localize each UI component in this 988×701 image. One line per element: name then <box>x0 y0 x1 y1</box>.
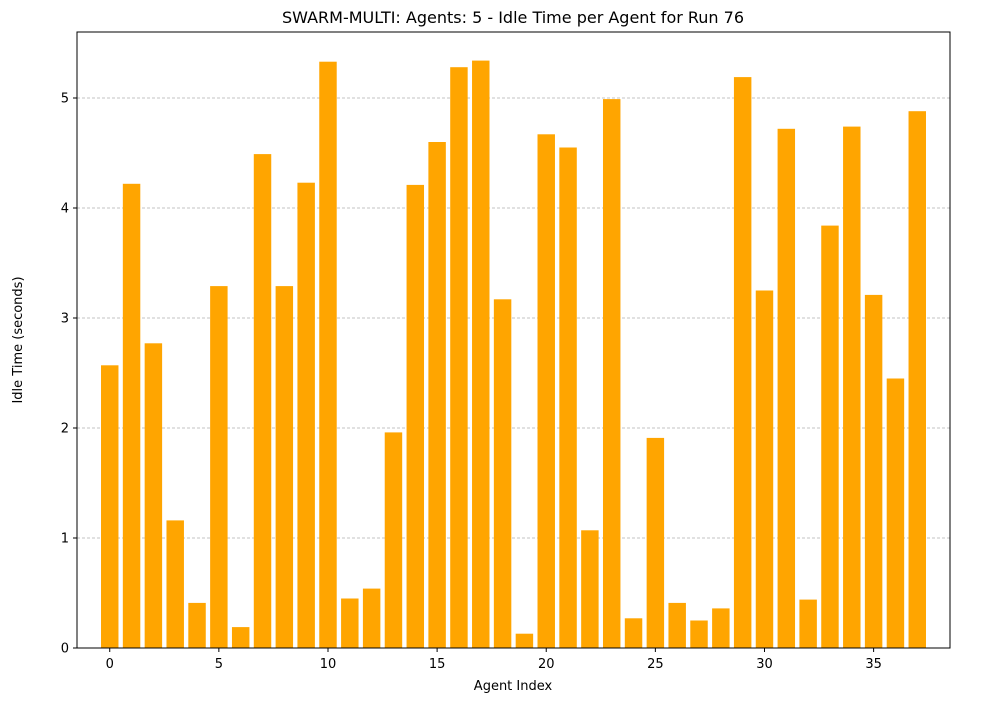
bar-agent-10 <box>319 61 337 648</box>
bar-agent-24 <box>624 618 643 648</box>
plot-frame <box>76 31 951 649</box>
bar-agent-5 <box>210 286 228 648</box>
bar-agent-9 <box>297 182 315 648</box>
bar-agent-30 <box>755 290 774 648</box>
x-tick-label: 30 <box>756 657 773 672</box>
x-tick-label: 5 <box>215 657 223 672</box>
y-axis-ticks: 0 1 2 3 4 5 <box>61 92 77 657</box>
bar-agent-7 <box>253 154 272 648</box>
bar-agent-23 <box>602 99 621 649</box>
bar-agent-6 <box>231 627 250 648</box>
bar-agent-26 <box>668 602 686 648</box>
bar-agent-34 <box>843 126 861 649</box>
bar-agent-35 <box>864 294 883 648</box>
bar-agent-3 <box>166 520 184 648</box>
bar-agent-1 <box>122 183 141 649</box>
bar-agent-15 <box>428 142 446 648</box>
bar-agent-29 <box>733 77 752 649</box>
y-tick-label: 4 <box>61 202 69 217</box>
bar-agent-37 <box>908 111 926 648</box>
x-tick-label: 15 <box>429 657 446 672</box>
y-tick-label: 2 <box>61 422 69 437</box>
y-tick-label: 0 <box>61 642 69 657</box>
bar-agent-2 <box>144 343 163 648</box>
bars <box>101 60 926 649</box>
bar-agent-11 <box>341 598 359 648</box>
bar-agent-18 <box>493 299 512 648</box>
x-axis-ticks: 0 5 10 15 20 25 30 35 <box>106 648 882 672</box>
x-axis-label: Agent Index <box>474 679 553 694</box>
x-tick-label: 10 <box>320 657 337 672</box>
bar-agent-31 <box>777 128 796 649</box>
chart-title: SWARM-MULTI: Agents: 5 - Idle Time per A… <box>282 8 744 27</box>
bar-agent-4 <box>188 602 206 648</box>
x-tick-label: 35 <box>865 657 882 672</box>
y-axis-label: Idle Time (seconds) <box>11 276 26 403</box>
bar-agent-0 <box>101 365 119 648</box>
y-tick-label: 5 <box>61 92 69 107</box>
bar-agent-22 <box>581 530 599 648</box>
bar-agent-16 <box>450 67 468 648</box>
y-tick-label: 1 <box>61 532 69 547</box>
bar-agent-8 <box>275 286 294 648</box>
bar-agent-12 <box>362 588 381 648</box>
bar-agent-36 <box>886 378 905 648</box>
x-tick-label: 0 <box>106 657 114 672</box>
x-tick-label: 25 <box>647 657 664 672</box>
bar-agent-32 <box>799 599 817 648</box>
bar-agent-25 <box>646 437 665 648</box>
y-tick-label: 3 <box>61 312 69 327</box>
x-tick-label: 20 <box>538 657 555 672</box>
bar-agent-28 <box>712 608 730 648</box>
bar-agent-19 <box>515 633 534 648</box>
y-gridlines <box>77 97 950 539</box>
bar-agent-20 <box>537 134 555 649</box>
bar-agent-33 <box>821 225 839 648</box>
bar-agent-27 <box>690 620 708 648</box>
bar-agent-13 <box>384 432 403 648</box>
bar-agent-21 <box>559 147 577 648</box>
bar-agent-14 <box>406 184 425 648</box>
bar-agent-17 <box>472 60 490 649</box>
